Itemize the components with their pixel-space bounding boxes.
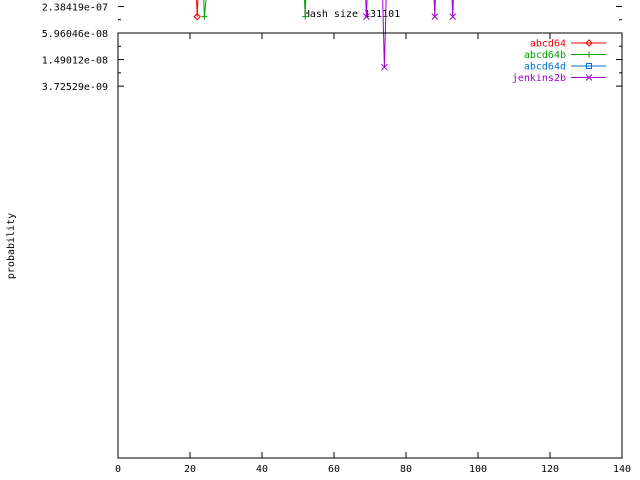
- y-tick-label: 1.49012e-08: [42, 56, 108, 67]
- series-layer: [193, 0, 457, 71]
- data-point: [431, 13, 439, 20]
- legend-marker: [585, 39, 593, 47]
- x-tick-label: 60: [328, 464, 340, 475]
- x-tick-label: 0: [115, 464, 121, 475]
- x-tick-label: 120: [541, 464, 559, 475]
- legend-label: abcd64d: [524, 62, 566, 73]
- series-abcd64: [193, 0, 201, 21]
- data-point: [193, 12, 201, 21]
- y-tick-label: 3.72529e-09: [42, 82, 108, 93]
- x-tick-label: 40: [256, 464, 268, 475]
- data-point: [381, 63, 388, 71]
- series-jenkins2b: [363, 0, 457, 71]
- x-tick-label: 20: [184, 464, 196, 475]
- y-axis-label: probability: [6, 213, 17, 279]
- legend-marker: [586, 51, 592, 58]
- y-tick-label: 5.96046e-08: [42, 29, 108, 40]
- legend-label: abcd64: [530, 39, 566, 50]
- plot-frame: [117, 32, 623, 459]
- legend-label: jenkins2b: [512, 73, 566, 84]
- data-point: [201, 13, 208, 20]
- legend-label: abcd64b: [524, 50, 566, 61]
- x-tick-label: 140: [613, 464, 631, 475]
- x-tick-label: 100: [469, 464, 487, 475]
- chart-title: Hash size 131101: [304, 9, 400, 20]
- legend-marker: [585, 74, 593, 81]
- data-point: [449, 13, 457, 20]
- y-tick-label: 2.38419e-07: [42, 2, 108, 13]
- series-abcd64b: [201, 0, 309, 20]
- legend-marker: [586, 63, 592, 69]
- x-tick-label: 80: [400, 464, 412, 475]
- ticks-layer: 0204060801001201400.0002441416.10352e-05…: [42, 2, 631, 475]
- data-point: [363, 13, 370, 20]
- data-point: [302, 13, 309, 20]
